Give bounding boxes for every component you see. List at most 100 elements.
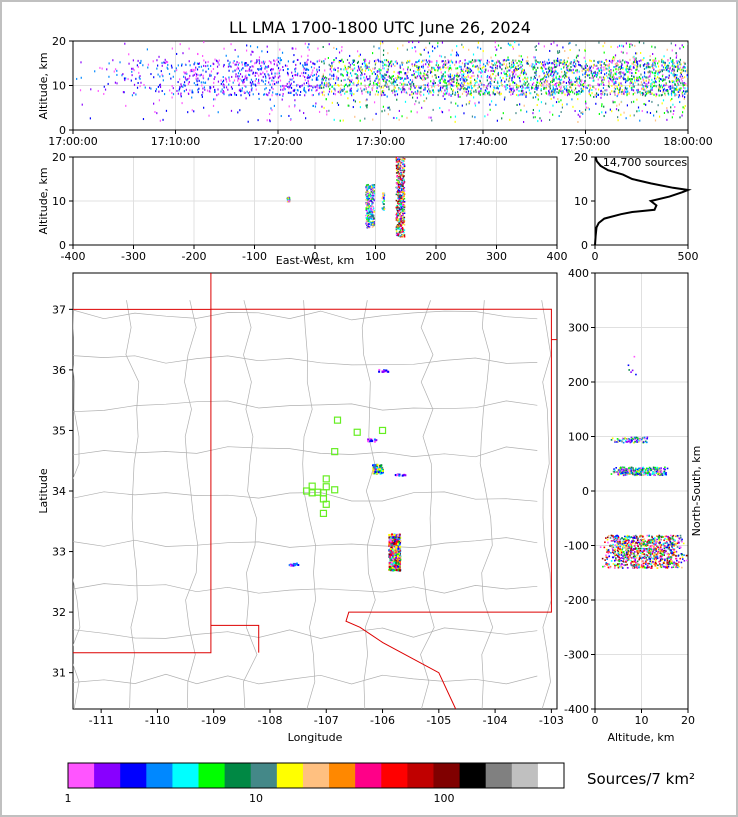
source-point xyxy=(564,50,566,53)
source-point xyxy=(381,41,384,44)
source-point xyxy=(576,60,579,63)
ew-source-point xyxy=(383,200,385,202)
source-point xyxy=(431,50,434,53)
source-point xyxy=(560,59,562,62)
source-point xyxy=(232,70,234,73)
source-point xyxy=(200,65,203,68)
source-point xyxy=(270,69,272,72)
source-point xyxy=(563,70,566,73)
source-point xyxy=(300,90,302,93)
state-border xyxy=(73,273,212,654)
source-point xyxy=(399,81,401,84)
source-point xyxy=(623,93,625,96)
ew-source-point xyxy=(382,196,384,198)
source-point xyxy=(425,59,427,62)
source-point xyxy=(462,46,464,49)
ew-source-point xyxy=(398,199,401,201)
ew-source-point xyxy=(382,192,384,194)
source-point xyxy=(468,82,470,85)
source-point xyxy=(470,92,472,95)
source-point xyxy=(131,70,133,73)
source-point xyxy=(313,73,315,76)
source-point xyxy=(534,64,536,67)
source-point xyxy=(616,85,618,88)
source-point xyxy=(288,114,290,117)
source-point xyxy=(517,67,519,70)
source-point xyxy=(601,111,603,114)
source-point xyxy=(622,66,624,69)
source-point xyxy=(389,62,392,65)
source-point xyxy=(452,78,454,81)
source-point xyxy=(583,83,585,86)
source-point xyxy=(220,79,222,82)
source-point xyxy=(620,75,622,78)
source-point xyxy=(222,65,225,68)
source-point xyxy=(268,74,270,77)
ew-source-point xyxy=(402,204,404,207)
ew-source-point xyxy=(399,196,402,198)
source-point xyxy=(667,90,669,93)
source-point xyxy=(402,44,404,47)
source-point xyxy=(640,77,642,80)
ew-source-point xyxy=(397,177,400,179)
source-point xyxy=(625,66,628,69)
source-point xyxy=(279,93,281,96)
source-point xyxy=(270,68,272,71)
source-point xyxy=(418,91,420,94)
ew-source-point xyxy=(373,193,376,195)
source-point xyxy=(268,60,270,63)
source-point xyxy=(552,88,555,91)
source-point xyxy=(583,68,585,71)
source-point xyxy=(223,86,225,89)
source-point xyxy=(509,83,511,86)
source-point xyxy=(565,81,568,84)
source-point xyxy=(615,80,617,83)
source-point xyxy=(545,76,548,79)
source-point xyxy=(251,59,253,62)
source-point xyxy=(303,89,306,92)
source-point xyxy=(596,71,599,74)
ew-source-point xyxy=(367,194,370,196)
source-point xyxy=(299,62,301,65)
source-point xyxy=(648,79,650,82)
source-point xyxy=(411,81,413,84)
source-point xyxy=(553,80,555,83)
source-point xyxy=(470,89,472,92)
source-point xyxy=(609,108,611,111)
source-point xyxy=(442,75,444,78)
source-point xyxy=(573,59,575,62)
source-point xyxy=(387,52,389,55)
source-point xyxy=(654,77,656,80)
county-line xyxy=(73,583,538,594)
source-point xyxy=(518,59,520,62)
source-point xyxy=(636,89,638,92)
source-point xyxy=(614,101,616,104)
source-point xyxy=(445,82,447,85)
source-point xyxy=(598,72,600,75)
source-point xyxy=(627,77,629,80)
source-point xyxy=(678,80,681,83)
source-point xyxy=(262,80,264,83)
source-point xyxy=(89,117,91,120)
source-point xyxy=(537,120,539,123)
source-point xyxy=(460,87,462,90)
source-point xyxy=(455,67,457,70)
source-point xyxy=(478,101,480,104)
source-point xyxy=(471,59,474,62)
source-point xyxy=(510,87,513,90)
source-point xyxy=(557,82,559,85)
source-point xyxy=(431,66,433,69)
ew-source-point xyxy=(399,200,401,202)
source-point xyxy=(665,83,668,86)
source-point xyxy=(203,59,205,62)
source-point xyxy=(179,78,181,81)
source-point xyxy=(599,76,601,79)
ew-source-point xyxy=(396,157,399,159)
source-point xyxy=(542,64,544,67)
source-point xyxy=(620,90,623,93)
source-point xyxy=(518,54,520,57)
source-point xyxy=(432,82,434,85)
ew-source-point xyxy=(366,203,369,206)
source-point xyxy=(512,86,514,89)
source-point xyxy=(595,71,597,74)
